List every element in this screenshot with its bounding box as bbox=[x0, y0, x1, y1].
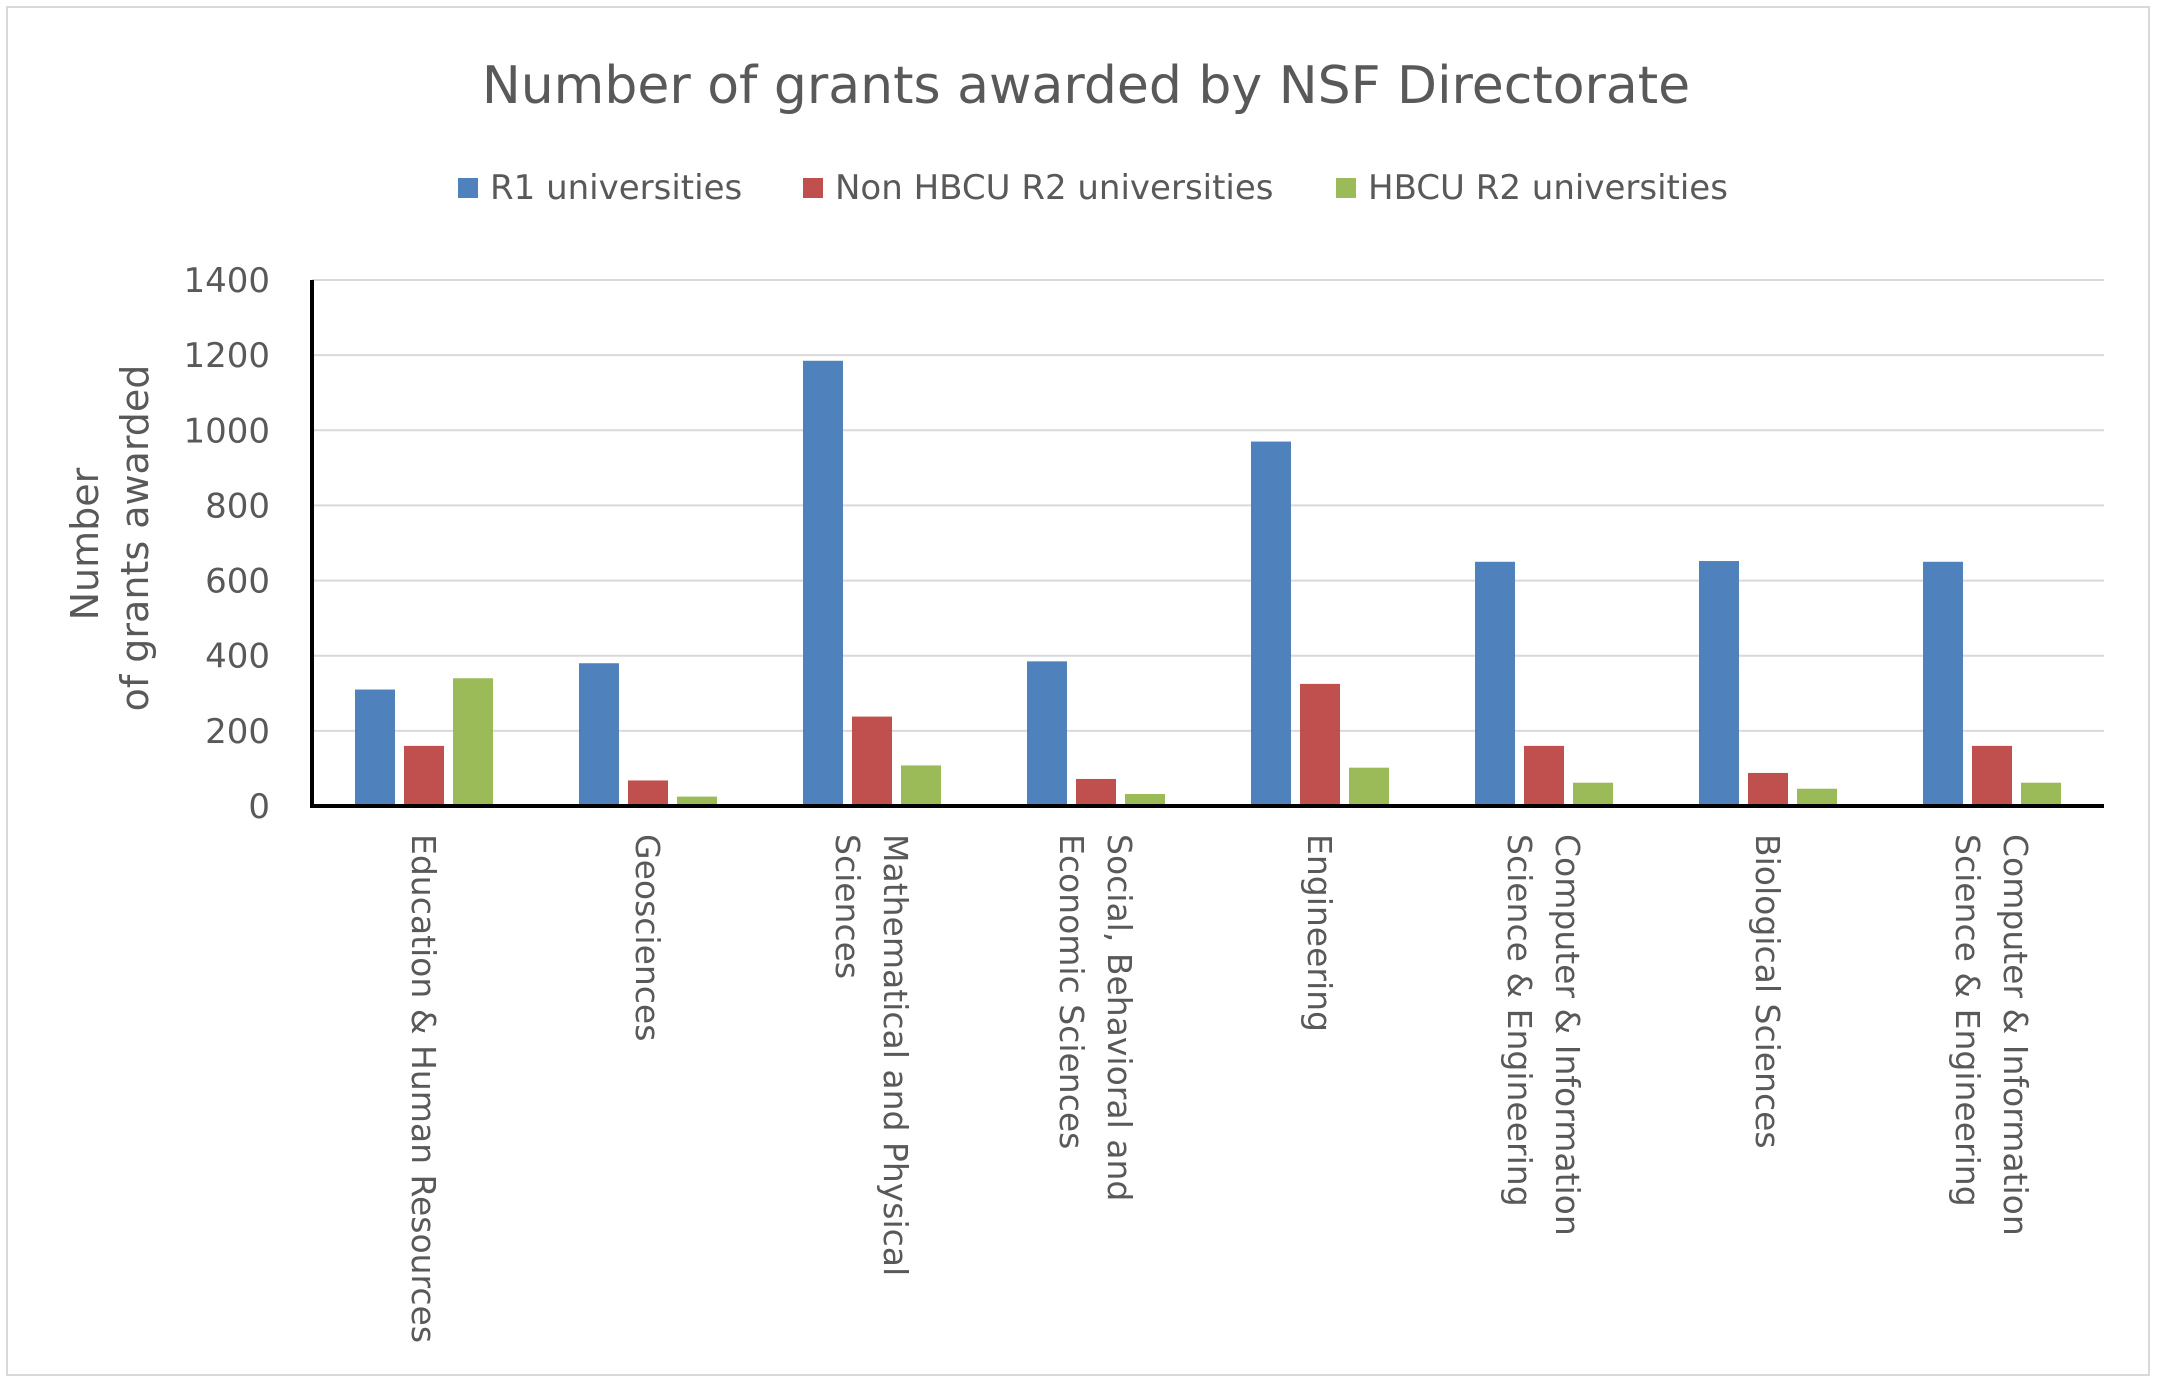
y-axis-title-line-2: of grants awarded bbox=[113, 365, 157, 712]
legend-item: R1 universities bbox=[458, 168, 742, 208]
x-category-label-line: Economic Sciences bbox=[1052, 834, 1091, 1149]
bar-chart: Number of grants awarded by NSF Director… bbox=[63, 56, 2104, 1343]
x-category-label-line: Computer & Information bbox=[1996, 834, 2035, 1236]
x-category-label-line: Science & Engineering bbox=[1500, 834, 1539, 1207]
x-category-label: Mathematical and PhysicalSciences bbox=[828, 834, 915, 1276]
bar-r1-universities bbox=[1251, 441, 1291, 806]
y-tick-label: 400 bbox=[205, 637, 270, 677]
x-category-label-line: Social, Behavioral and bbox=[1100, 834, 1139, 1201]
axes bbox=[310, 280, 2104, 808]
bar-non-hbcu-r2-universities bbox=[1972, 745, 2012, 806]
legend-label: R1 universities bbox=[490, 168, 742, 208]
chart-title: Number of grants awarded by NSF Director… bbox=[482, 56, 1690, 116]
x-category-label-line: Mathematical and Physical bbox=[876, 834, 915, 1276]
y-tick-label: 200 bbox=[205, 712, 270, 752]
bar-r1-universities bbox=[579, 663, 619, 806]
y-tick-label: 1200 bbox=[183, 336, 270, 376]
x-category-label-line: Education & Human Resources bbox=[404, 834, 443, 1343]
gridlines bbox=[312, 279, 2104, 732]
y-axis-title-line-1: Number bbox=[63, 467, 107, 620]
legend-label: Non HBCU R2 universities bbox=[835, 168, 1274, 208]
bar-r1-universities bbox=[1475, 561, 1515, 806]
bar-hbcu-r2-universities bbox=[1349, 767, 1389, 806]
bar-hbcu-r2-universities bbox=[1797, 788, 1837, 806]
y-tick-label: 1000 bbox=[183, 411, 270, 451]
bar-r1-universities bbox=[1699, 561, 1739, 806]
x-category-label: Engineering bbox=[1300, 834, 1339, 1032]
x-category-label: Geosciences bbox=[628, 834, 667, 1041]
bar-r1-universities bbox=[1027, 661, 1067, 806]
x-category-label-line: Science & Engineering bbox=[1948, 834, 1987, 1207]
x-category-label: Computer & InformationScience & Engineer… bbox=[1500, 834, 1587, 1236]
legend-label: HBCU R2 universities bbox=[1368, 168, 1728, 208]
bar-non-hbcu-r2-universities bbox=[628, 780, 668, 806]
y-tick-label: 600 bbox=[205, 562, 270, 602]
bar-non-hbcu-r2-universities bbox=[1300, 683, 1340, 806]
x-category-label-line: Sciences bbox=[828, 834, 867, 979]
x-category-label-line: Geosciences bbox=[628, 834, 667, 1041]
x-category-label-line: Engineering bbox=[1300, 834, 1339, 1032]
bar-r1-universities bbox=[803, 360, 843, 806]
x-category-label: Social, Behavioral andEconomic Sciences bbox=[1052, 834, 1139, 1201]
legend: R1 universities Non HBCU R2 universities H… bbox=[458, 168, 1728, 208]
bars bbox=[355, 360, 2061, 806]
legend-swatch bbox=[458, 178, 478, 198]
bar-hbcu-r2-universities bbox=[1125, 793, 1165, 806]
y-axis-ticks: 0 200 400 600 800 1000 1200 1400 bbox=[183, 261, 270, 827]
chart-frame: Number of grants awarded by NSF Director… bbox=[6, 6, 2150, 1376]
bar-hbcu-r2-universities bbox=[2021, 782, 2061, 806]
bar-non-hbcu-r2-universities bbox=[1524, 745, 1564, 806]
x-category-label-line: Biological Sciences bbox=[1748, 834, 1787, 1149]
y-tick-label: 0 bbox=[248, 787, 270, 827]
bar-r1-universities bbox=[1923, 561, 1963, 806]
bar-hbcu-r2-universities bbox=[1573, 782, 1613, 806]
bar-non-hbcu-r2-universities bbox=[404, 745, 444, 806]
x-axis-category-labels: Education & Human Resources Geosciences Ma… bbox=[404, 834, 2035, 1343]
legend-item: HBCU R2 universities bbox=[1336, 168, 1728, 208]
bar-r1-universities bbox=[355, 689, 395, 806]
y-tick-label: 800 bbox=[205, 486, 270, 526]
y-tick-label: 1400 bbox=[183, 261, 270, 301]
legend-swatch bbox=[1336, 178, 1356, 198]
legend-item: Non HBCU R2 universities bbox=[803, 168, 1274, 208]
legend-swatch bbox=[803, 178, 823, 198]
x-category-label: Computer & InformationScience & Engineer… bbox=[1948, 834, 2035, 1236]
x-category-label: Biological Sciences bbox=[1748, 834, 1787, 1149]
bar-hbcu-r2-universities bbox=[453, 678, 493, 806]
x-category-label: Education & Human Resources bbox=[404, 834, 443, 1343]
bar-hbcu-r2-universities bbox=[677, 796, 717, 806]
bar-hbcu-r2-universities bbox=[901, 765, 941, 806]
x-category-label-line: Computer & Information bbox=[1548, 834, 1587, 1236]
bar-non-hbcu-r2-universities bbox=[1076, 778, 1116, 806]
bar-non-hbcu-r2-universities bbox=[852, 716, 892, 806]
bar-non-hbcu-r2-universities bbox=[1748, 772, 1788, 806]
y-axis-title: Number of grants awarded bbox=[63, 365, 157, 712]
